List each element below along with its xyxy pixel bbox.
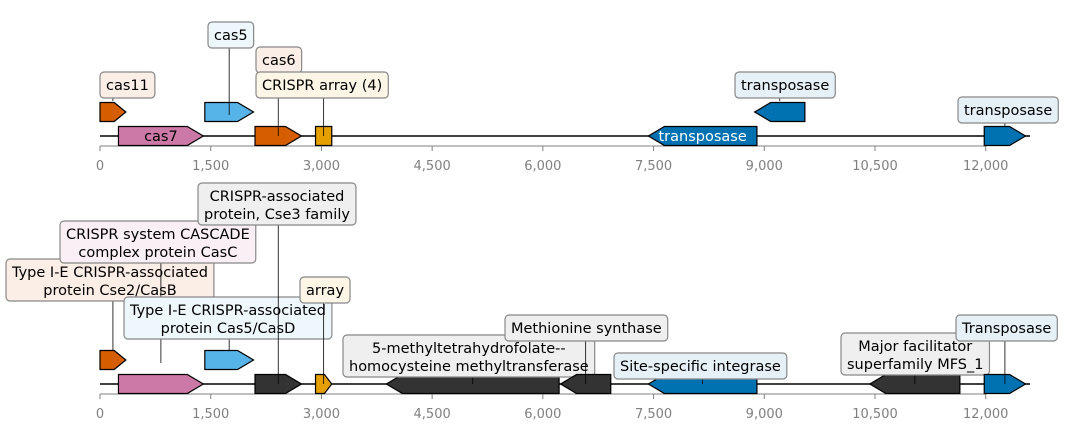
track-bottom: 0 1,500 3,000 4,500 6,000 7,500 9,000 10,500 12,… xyxy=(5,182,1058,422)
axis-tick-label: 1,500 xyxy=(192,407,229,422)
axis-tick-label: 0 xyxy=(96,159,104,174)
gene-label-box xyxy=(734,71,836,99)
gene-label-box xyxy=(197,182,357,226)
gene-label: cas11 xyxy=(106,78,149,94)
gene-label-box xyxy=(504,314,669,342)
gene-label-box xyxy=(207,21,255,49)
gene-label: transposase xyxy=(964,103,1052,119)
gene-label-box xyxy=(299,276,351,304)
gene-arrow xyxy=(204,349,255,371)
axis-tick-label: 12,000 xyxy=(963,159,1009,174)
gene-label-box xyxy=(957,96,1059,124)
axis-tick-label: 12,000 xyxy=(963,407,1009,422)
gene-label: transposase xyxy=(741,78,829,94)
gene-label: Transposase xyxy=(961,321,1051,337)
axis-tick-label: 3,000 xyxy=(303,407,340,422)
gene-label: CRISPR array (4) xyxy=(262,78,382,94)
gene-label: 5-methyltetrahydrofolate--homocysteine m… xyxy=(349,341,589,375)
gene-label: CRISPR system CASCADE complex protein Cas… xyxy=(66,227,250,261)
axis-tick-label: 6,000 xyxy=(524,407,561,422)
axis-tick-label: 6,000 xyxy=(524,159,561,174)
axis-tick-label: 3,000 xyxy=(303,159,340,174)
axis-tick-label: 9,000 xyxy=(746,159,783,174)
gene-arrow xyxy=(99,349,127,371)
axis-tick-label: 7,500 xyxy=(635,407,672,422)
gene-label: cas6 xyxy=(262,53,296,69)
gene-label-box xyxy=(123,296,333,340)
axis-tick-label: 0 xyxy=(96,407,104,422)
gene-arrow xyxy=(117,125,205,147)
gene-arrow xyxy=(983,125,1027,147)
gene-label: Methionine synthase xyxy=(511,321,662,337)
axis-tick-label: 10,500 xyxy=(852,159,898,174)
gene-label-box xyxy=(99,71,156,99)
axis-tick-label: 7,500 xyxy=(635,159,672,174)
gene-label: CRISPR-associated protein, Cse3 family xyxy=(204,189,350,223)
gene-label: Major facilitator superfamily MFS_1 xyxy=(847,339,983,373)
gene-label-box xyxy=(955,314,1058,342)
gene-label: cas5 xyxy=(214,28,248,44)
gene-label: Type I-E CRISPR-associated protein Cas5/C… xyxy=(129,303,326,337)
axis-tick-label: 4,500 xyxy=(414,407,451,422)
gene-label-box xyxy=(840,332,991,376)
axis-tick-label: 9,000 xyxy=(746,407,783,422)
axis-tick-label: 10,500 xyxy=(852,407,898,422)
gene-label-box xyxy=(255,71,389,99)
gene-label: array xyxy=(306,283,344,299)
gene-arrow xyxy=(117,373,205,395)
gene-arrow xyxy=(647,125,758,147)
gene-label-box xyxy=(59,220,257,264)
axis-tick-label: 4,500 xyxy=(414,159,451,174)
gene-inline-label: cas7 xyxy=(144,129,178,145)
track-top: 0 1,500 3,000 4,500 6,000 7,500 9,000 10,500 12,… xyxy=(96,21,1059,174)
gene-label-box xyxy=(613,352,788,380)
gene-label: Site-specific integrase xyxy=(620,359,781,375)
axis-tick-label: 1,500 xyxy=(192,159,229,174)
gene-arrow xyxy=(753,101,806,123)
gene-arrow xyxy=(99,101,127,123)
gene-label-box xyxy=(342,334,596,378)
gene-inline-label: transposase xyxy=(659,129,747,145)
gene-label: Type I-E CRISPR-associated protein Cse2/C… xyxy=(11,265,208,299)
